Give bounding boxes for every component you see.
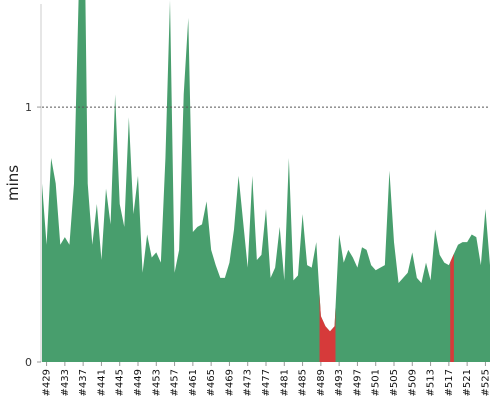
x-tick-label: #465 bbox=[206, 369, 217, 396]
x-tick-label: #493 bbox=[334, 369, 345, 396]
x-axis: #429 #433 #437 #441 #445 #449 #453 #457 #461 #465… bbox=[42, 362, 491, 396]
x-tick-label: #525 bbox=[480, 369, 491, 396]
area-series bbox=[42, 0, 490, 362]
x-tick-label: #441 bbox=[96, 369, 107, 396]
y-axis: 01 bbox=[25, 101, 41, 369]
x-tick-label: #505 bbox=[389, 369, 400, 396]
x-tick-label: #461 bbox=[188, 369, 199, 396]
y-tick-label: 0 bbox=[25, 356, 32, 369]
x-tick-label: #509 bbox=[407, 369, 418, 396]
x-tick-label: #477 bbox=[261, 369, 272, 396]
x-tick-label: #481 bbox=[279, 369, 290, 396]
highlight-area-2 bbox=[450, 253, 454, 362]
x-tick-label: #521 bbox=[462, 369, 473, 396]
x-tick-label: #457 bbox=[170, 369, 181, 396]
x-tick-label: #489 bbox=[316, 369, 327, 396]
x-tick-label: #445 bbox=[115, 369, 126, 396]
x-tick-label: #429 bbox=[42, 369, 53, 396]
x-tick-label: #473 bbox=[243, 369, 254, 396]
x-tick-label: #449 bbox=[133, 369, 144, 396]
y-axis-label: mins bbox=[4, 165, 22, 201]
x-tick-label: #497 bbox=[352, 369, 363, 396]
x-tick-label: #469 bbox=[224, 369, 235, 396]
x-tick-label: #517 bbox=[444, 369, 455, 396]
x-tick-label: #485 bbox=[298, 369, 309, 396]
x-tick-label: #437 bbox=[78, 369, 89, 396]
x-tick-label: #433 bbox=[60, 369, 71, 396]
x-tick-label: #513 bbox=[426, 369, 437, 396]
highlight-area-1 bbox=[319, 293, 336, 362]
y-tick-label: 1 bbox=[25, 101, 32, 114]
x-tick-label: #501 bbox=[371, 369, 382, 396]
x-tick-label: #453 bbox=[151, 369, 162, 396]
